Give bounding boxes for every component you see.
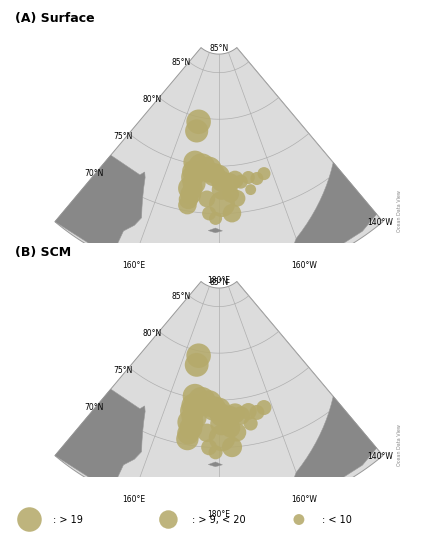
Text: 85°N: 85°N bbox=[209, 277, 229, 287]
Point bbox=[218, 434, 225, 442]
Point bbox=[190, 401, 197, 410]
Polygon shape bbox=[208, 462, 222, 467]
Point bbox=[185, 195, 192, 204]
Point bbox=[195, 351, 202, 360]
Text: 80°N: 80°N bbox=[142, 95, 162, 104]
Text: 85°N: 85°N bbox=[171, 58, 190, 67]
Text: (B) SCM: (B) SCM bbox=[15, 246, 71, 259]
Polygon shape bbox=[208, 228, 222, 233]
Point bbox=[192, 392, 198, 400]
Point bbox=[206, 443, 213, 452]
Point bbox=[253, 408, 260, 417]
Text: 140°W: 140°W bbox=[367, 218, 393, 227]
Point bbox=[192, 158, 198, 166]
Point bbox=[245, 407, 252, 416]
Text: (A) Surface: (A) Surface bbox=[15, 12, 95, 25]
Point bbox=[198, 397, 205, 405]
Point bbox=[229, 209, 235, 218]
Point bbox=[247, 419, 254, 428]
Text: 160°E: 160°E bbox=[122, 496, 145, 504]
Point bbox=[218, 419, 225, 428]
Point bbox=[187, 190, 194, 199]
Point bbox=[210, 170, 217, 179]
Point bbox=[234, 194, 240, 203]
Text: 85°N: 85°N bbox=[209, 44, 229, 53]
Point bbox=[191, 413, 197, 422]
Point bbox=[203, 429, 210, 437]
Point bbox=[218, 186, 225, 194]
Text: 140°W: 140°W bbox=[367, 452, 393, 461]
Point bbox=[216, 171, 222, 180]
Point bbox=[245, 173, 252, 182]
Point bbox=[229, 443, 235, 452]
Point bbox=[210, 404, 217, 413]
Text: 160°W: 160°W bbox=[292, 262, 317, 270]
Text: 75°N: 75°N bbox=[113, 132, 133, 141]
Point bbox=[234, 428, 240, 437]
Point bbox=[195, 118, 202, 126]
Polygon shape bbox=[55, 155, 145, 257]
Point bbox=[218, 177, 225, 186]
Point bbox=[165, 515, 172, 524]
Point bbox=[184, 435, 191, 443]
Point bbox=[212, 448, 219, 456]
Point bbox=[26, 515, 33, 524]
Point bbox=[185, 429, 192, 438]
Text: 70°N: 70°N bbox=[84, 169, 104, 178]
Point bbox=[247, 186, 254, 194]
Point bbox=[227, 424, 234, 432]
Point bbox=[187, 424, 194, 432]
Point bbox=[253, 174, 260, 183]
Point bbox=[206, 209, 213, 218]
Point bbox=[190, 167, 197, 176]
Text: : > 19: : > 19 bbox=[53, 515, 83, 524]
Polygon shape bbox=[292, 163, 377, 257]
Text: : > 9, < 20: : > 9, < 20 bbox=[192, 515, 245, 524]
Polygon shape bbox=[55, 47, 383, 281]
Point bbox=[226, 178, 233, 187]
Point bbox=[218, 200, 225, 208]
Text: 160°W: 160°W bbox=[292, 496, 317, 504]
Point bbox=[203, 195, 210, 203]
Text: Ocean Data View: Ocean Data View bbox=[397, 190, 402, 232]
Text: 180°E: 180°E bbox=[208, 510, 230, 520]
Point bbox=[193, 127, 200, 135]
Point bbox=[187, 418, 194, 426]
Point bbox=[261, 403, 267, 412]
Point bbox=[205, 399, 212, 408]
Point bbox=[187, 184, 194, 193]
Point bbox=[227, 190, 234, 199]
Point bbox=[261, 169, 267, 178]
Point bbox=[237, 177, 244, 186]
Point bbox=[184, 201, 191, 209]
Point bbox=[205, 165, 212, 174]
Point bbox=[218, 411, 225, 419]
Text: 180°E: 180°E bbox=[208, 276, 230, 286]
Point bbox=[237, 411, 244, 420]
Point bbox=[193, 361, 200, 369]
Point bbox=[212, 214, 219, 222]
Polygon shape bbox=[55, 389, 145, 491]
Text: 75°N: 75°N bbox=[113, 366, 133, 375]
Text: : < 10: : < 10 bbox=[322, 515, 352, 524]
Polygon shape bbox=[55, 281, 383, 515]
Point bbox=[216, 405, 222, 414]
Text: 80°N: 80°N bbox=[142, 329, 162, 338]
Point bbox=[198, 163, 205, 171]
Point bbox=[296, 515, 302, 524]
Point bbox=[189, 172, 196, 181]
Polygon shape bbox=[292, 397, 377, 491]
Text: 160°E: 160°E bbox=[122, 262, 145, 270]
Text: 70°N: 70°N bbox=[84, 403, 104, 412]
Text: Ocean Data View: Ocean Data View bbox=[397, 424, 402, 466]
Point bbox=[232, 175, 238, 184]
Point bbox=[189, 406, 196, 415]
Text: 85°N: 85°N bbox=[171, 292, 190, 301]
Point bbox=[232, 409, 238, 418]
Point bbox=[191, 179, 197, 188]
Point bbox=[226, 412, 233, 421]
